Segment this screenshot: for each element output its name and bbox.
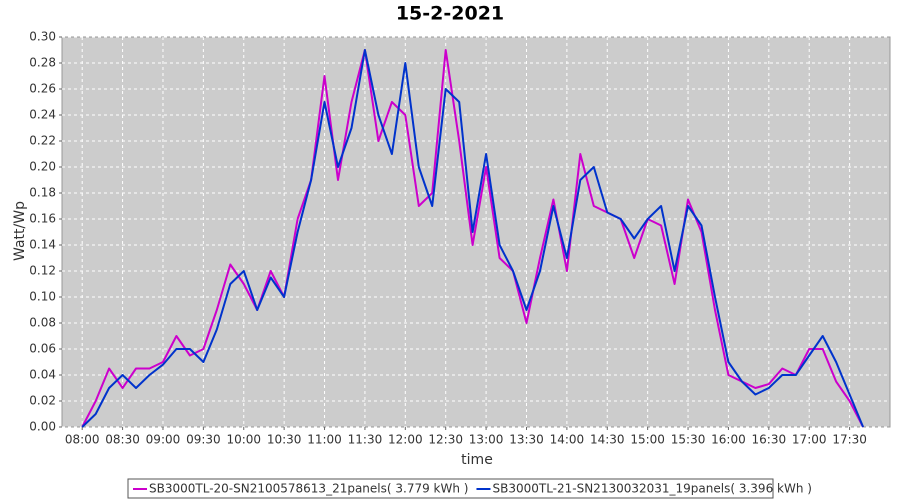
y-tick-label: 0.20 xyxy=(29,160,56,174)
x-tick-label: 15:00 xyxy=(630,433,665,447)
x-tick-label: 11:00 xyxy=(307,433,342,447)
legend-box xyxy=(127,478,774,499)
x-tick-label: 14:30 xyxy=(590,433,625,447)
x-tick-label: 08:00 xyxy=(65,433,100,447)
plot-area xyxy=(61,36,891,428)
x-tick-label: 16:30 xyxy=(752,433,787,447)
x-tick-label: 11:30 xyxy=(348,433,383,447)
x-tick-label: 10:00 xyxy=(226,433,261,447)
x-tick-label: 17:00 xyxy=(792,433,827,447)
series-line xyxy=(81,49,864,428)
x-tick-label: 14:00 xyxy=(550,433,585,447)
y-tick-label: 0.08 xyxy=(29,316,56,330)
y-tick-label: 0.10 xyxy=(29,290,56,304)
y-tick-label: 0.24 xyxy=(29,108,56,122)
series-line xyxy=(81,49,865,428)
x-tick-label: 09:30 xyxy=(186,433,221,447)
y-tick-label: 0.02 xyxy=(29,394,56,408)
legend-label: SB3000TL-20-SN2100578613_21panels( 3.779… xyxy=(149,482,468,496)
x-tick-label: 13:30 xyxy=(509,433,544,447)
y-tick-label: 0.12 xyxy=(29,264,56,278)
y-tick-label: 0.06 xyxy=(29,342,56,356)
chart-title: 15-2-2021 xyxy=(396,3,504,25)
y-tick-label: 0.22 xyxy=(29,134,56,148)
y-tick-label: 0.14 xyxy=(29,238,56,252)
x-axis-label: time xyxy=(461,452,493,468)
legend-label: SB3000TL-21-SN2130032031_19panels( 3.396… xyxy=(492,482,811,496)
y-tick-label: 0.28 xyxy=(29,56,56,70)
x-tick-label: 12:00 xyxy=(388,433,423,447)
y-tick-label: 0.30 xyxy=(29,30,56,44)
x-tick-label: 15:30 xyxy=(671,433,706,447)
x-tick-label: 12:30 xyxy=(428,433,463,447)
y-tick-label: 0.18 xyxy=(29,186,56,200)
y-tick-label: 0.04 xyxy=(29,368,56,382)
x-tick-label: 17:30 xyxy=(832,433,867,447)
y-tick-label: 0.00 xyxy=(29,420,56,434)
y-axis-label: Watt/Wp xyxy=(12,201,28,261)
x-tick-label: 08:30 xyxy=(105,433,140,447)
x-tick-label: 16:00 xyxy=(711,433,746,447)
x-tick-label: 13:00 xyxy=(469,433,504,447)
x-tick-label: 09:00 xyxy=(146,433,181,447)
y-tick-label: 0.16 xyxy=(29,212,56,226)
x-tick-label: 10:30 xyxy=(267,433,302,447)
y-tick-label: 0.26 xyxy=(29,82,56,96)
